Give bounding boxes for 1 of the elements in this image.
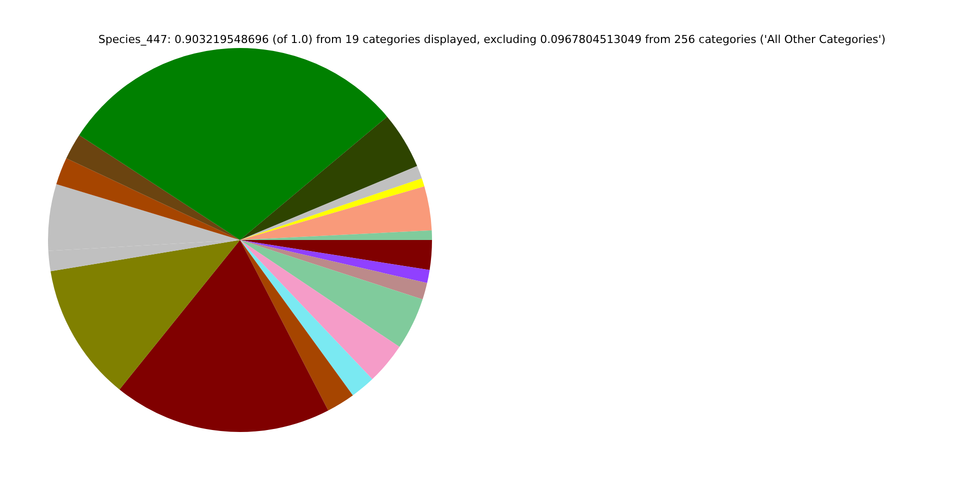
text: Species_447: 0.903219548696 (of 1.0) from 19 categories displayed, excluding 0.0967804513049 from 256 categories ('All Other Categories') xyxy=(98,32,886,46)
